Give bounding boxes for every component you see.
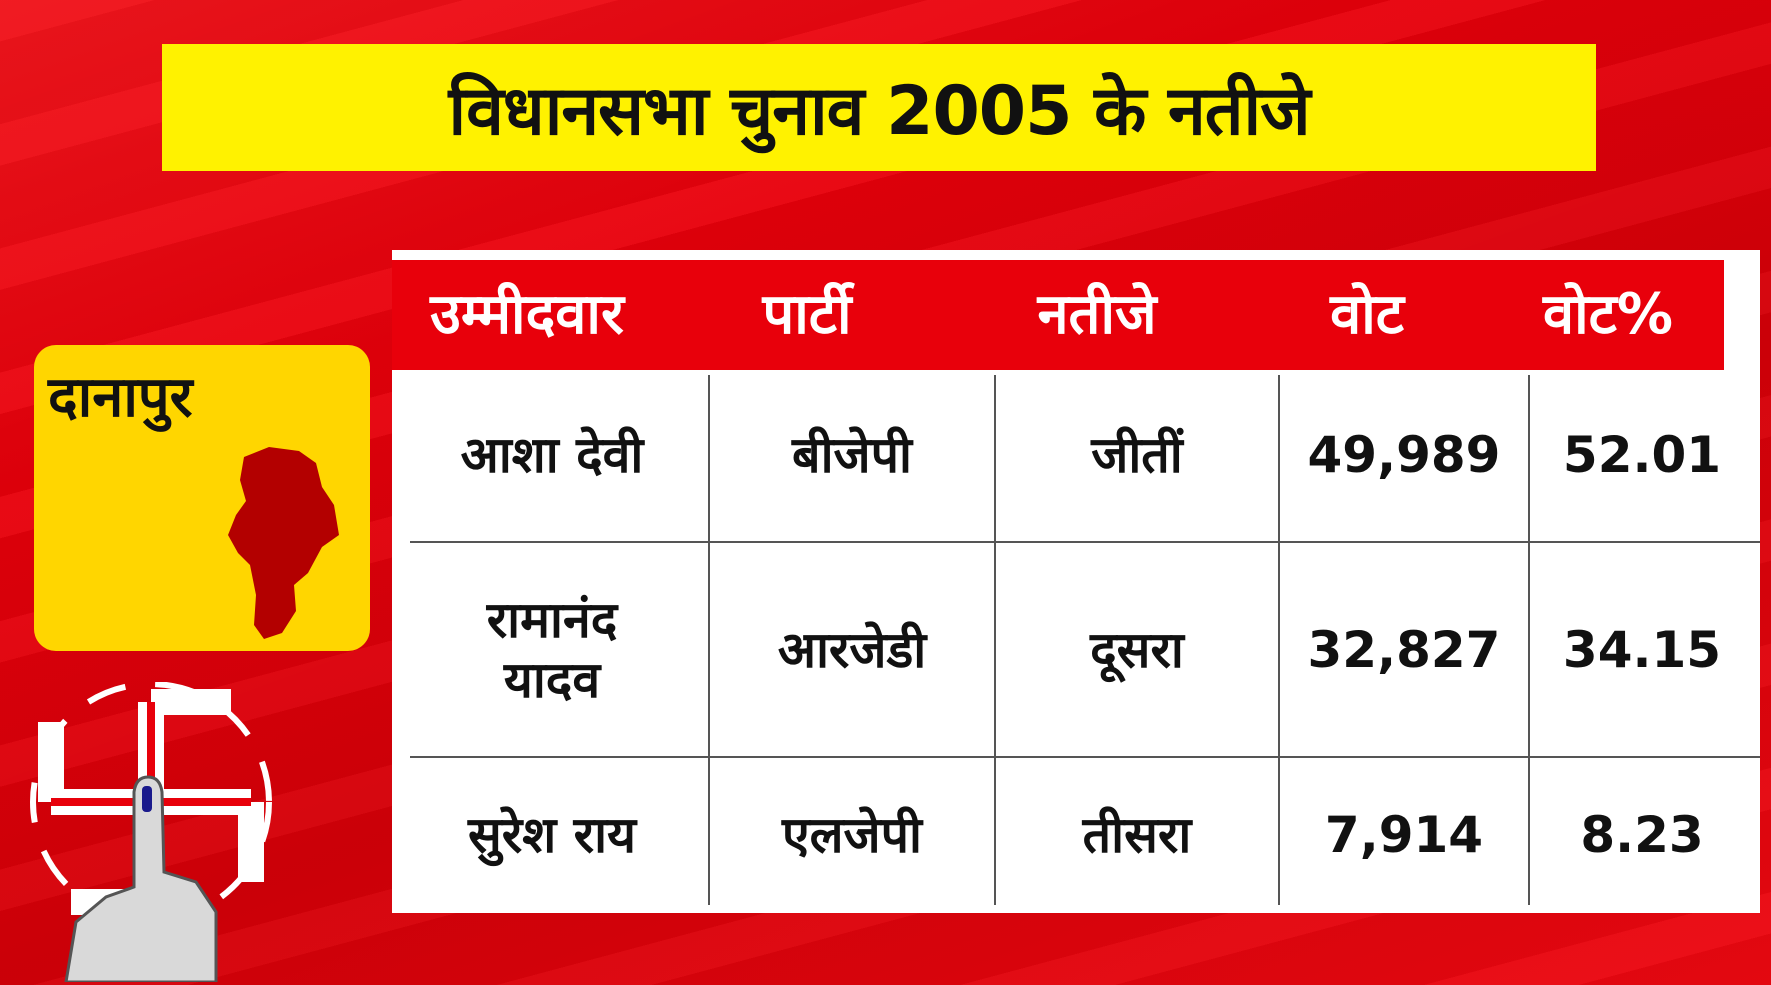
inked-finger-icon (64, 775, 218, 982)
results-table: उम्मीदवार पार्टी नतीजे वोट वोट% आशा देवी… (392, 250, 1760, 913)
header-result: नतीजे (1037, 282, 1157, 347)
cell-party: एलजेपी (782, 806, 922, 864)
district-name: दानापुर (48, 365, 193, 430)
cell-vote-pct: 52.01 (1562, 426, 1722, 484)
column-divider (994, 375, 996, 905)
table-header: उम्मीदवार पार्टी नतीजे वोट वोट% (392, 260, 1724, 370)
header-party: पार्टी (762, 282, 852, 347)
election-swastika-emblem-icon (30, 682, 272, 982)
district-card: दानापुर (34, 345, 370, 651)
title-banner: विधानसभा चुनाव 2005 के नतीजे (162, 44, 1596, 171)
column-divider (708, 375, 710, 905)
header-vote-pct: वोट% (1543, 282, 1673, 347)
row-divider (410, 756, 1760, 758)
cell-votes: 7,914 (1324, 806, 1484, 864)
header-votes: वोट (1330, 282, 1404, 347)
cell-vote-pct: 34.15 (1562, 621, 1722, 679)
cell-result: तीसरा (1082, 806, 1192, 864)
header-candidate: उम्मीदवार (430, 282, 624, 347)
cell-vote-pct: 8.23 (1580, 806, 1704, 864)
cell-candidate: सुरेश राय (467, 806, 637, 864)
cell-result: जीतीं (1091, 426, 1183, 484)
cell-votes: 32,827 (1307, 621, 1501, 679)
district-map-icon (228, 447, 339, 639)
column-divider (1528, 375, 1530, 905)
column-divider (1278, 375, 1280, 905)
page-title: विधानसभा चुनाव 2005 के नतीजे (448, 72, 1310, 151)
cell-candidate: आशा देवी (460, 426, 644, 484)
cell-candidate: रामानंद यादव (486, 591, 618, 709)
cell-votes: 49,989 (1307, 426, 1501, 484)
cell-party: आरजेडी (777, 621, 927, 679)
cell-result: दूसरा (1090, 621, 1184, 679)
cell-party: बीजेपी (792, 426, 912, 484)
row-divider (410, 541, 1760, 543)
